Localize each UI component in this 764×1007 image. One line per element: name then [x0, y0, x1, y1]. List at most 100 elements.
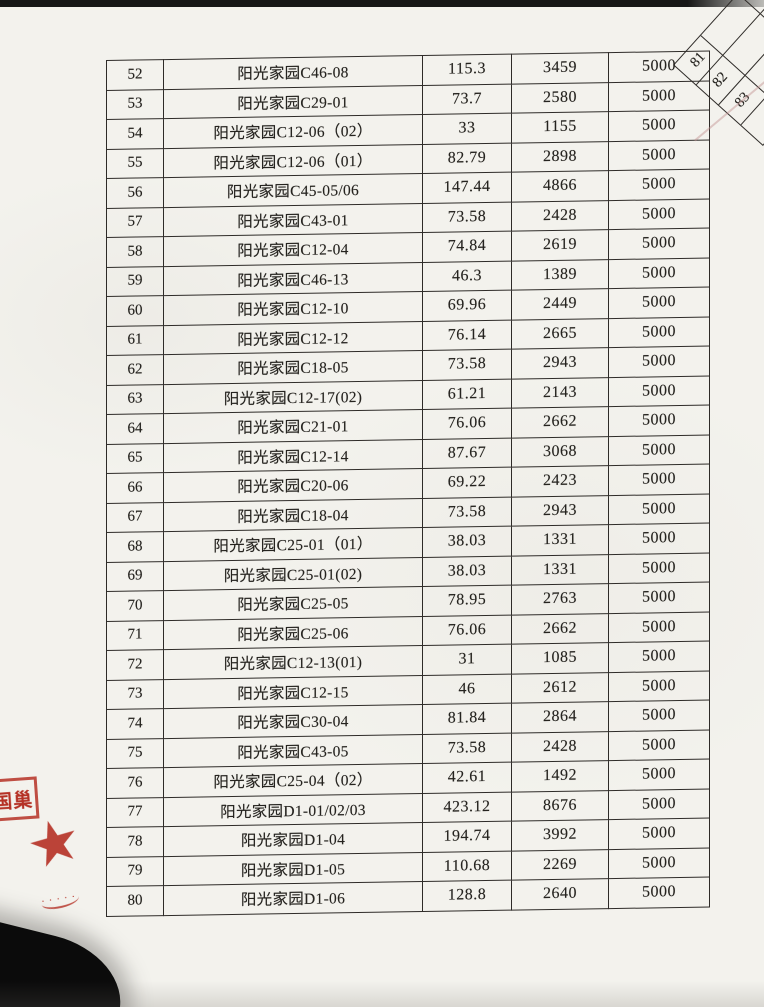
cell-value: 3068 — [511, 436, 609, 468]
cell-unit-name: 阳光家园C12-14 — [163, 439, 423, 473]
cell-value: 2640 — [511, 878, 609, 910]
cell-value: 2662 — [511, 406, 609, 438]
cell-unit-name: 阳光家园C25-05 — [163, 586, 423, 621]
cell-unit-name: 阳光家园C25-01（01） — [163, 527, 423, 562]
cell-area: 76.06 — [422, 614, 512, 646]
cell-row-number: 62 — [106, 354, 164, 385]
cell-value: 4866 — [511, 170, 609, 202]
cell-value: 1389 — [511, 259, 609, 291]
cell-area: 33 — [422, 113, 512, 145]
cell-value: 2269 — [511, 849, 609, 881]
star-icon: ★ — [18, 802, 90, 885]
cell-amount: 5000 — [608, 80, 710, 112]
cell-amount: 5000 — [608, 611, 710, 643]
cell-area: 38.03 — [422, 526, 512, 558]
cell-row-number: 74 — [106, 708, 164, 739]
cell-area: 38.03 — [422, 555, 512, 587]
cell-unit-name: 阳光家园C29-01 — [163, 85, 423, 119]
unit-list-table: 52 阳光家园C46-08 115.3 3459 5000 53 阳光家园C29… — [106, 51, 710, 917]
cell-amount: 5000 — [608, 759, 710, 791]
cell-unit-name: 阳光家园C46-13 — [163, 262, 423, 296]
cell-unit-name: 阳光家园C12-13(01) — [163, 645, 423, 680]
cell-row-number: 55 — [106, 148, 164, 179]
cell-amount: 5000 — [608, 346, 710, 378]
cell-area: 73.58 — [422, 201, 512, 233]
cell-value: 2665 — [511, 318, 609, 350]
cell-area: 61.21 — [422, 378, 512, 410]
cell-unit-name: 阳光家园C12-15 — [163, 675, 423, 709]
cell-area: 42.61 — [422, 762, 512, 794]
cell-area: 69.96 — [422, 290, 512, 322]
cell-amount: 5000 — [608, 523, 710, 555]
stamp-characters: 国巢 — [0, 788, 34, 813]
cell-row-number: 66 — [106, 472, 164, 503]
cell-unit-name: 阳光家园C12-04 — [163, 232, 423, 267]
cell-amount: 5000 — [608, 375, 710, 407]
cell-row-number: 73 — [106, 679, 164, 710]
cell-row-number: 70 — [106, 590, 164, 621]
cell-value: 2580 — [511, 82, 609, 114]
cell-row-number: 52 — [106, 59, 164, 90]
cell-area: 110.68 — [422, 850, 512, 882]
cell-row-number: 68 — [106, 531, 164, 562]
cell-unit-name: 阳光家园C12-06（01） — [163, 144, 423, 178]
cell-value: 2619 — [511, 229, 609, 261]
cell-value: 1155 — [511, 111, 609, 143]
cell-unit-name: 阳光家园C30-04 — [163, 704, 423, 739]
cell-amount: 5000 — [608, 405, 710, 437]
cell-unit-name: 阳光家园C18-05 — [163, 350, 423, 385]
cell-value: 3459 — [511, 52, 609, 84]
cell-area: 31 — [422, 644, 512, 676]
cell-unit-name: 阳光家园D1-04 — [163, 822, 423, 857]
cell-area: 76.06 — [422, 408, 512, 440]
cell-area: 78.95 — [422, 585, 512, 617]
cell-row-number: 60 — [106, 295, 164, 326]
cell-amount: 5000 — [608, 700, 710, 732]
cell-value: 2449 — [511, 288, 609, 320]
cell-area: 73.58 — [422, 496, 512, 528]
cell-amount: 5000 — [608, 847, 710, 879]
cell-value: 8676 — [511, 790, 609, 822]
cell-area: 69.22 — [422, 467, 512, 499]
cell-unit-name: 阳光家园C21-01 — [163, 409, 423, 444]
cell-unit-name: 阳光家园C12-10 — [163, 291, 423, 326]
cell-area: 147.44 — [422, 172, 512, 204]
cell-amount: 5000 — [608, 582, 710, 614]
cell-value: 1085 — [511, 642, 609, 674]
cell-area: 115.3 — [422, 54, 512, 86]
cell-area: 46 — [422, 673, 512, 705]
cell-amount: 5000 — [608, 287, 710, 319]
cell-amount: 5000 — [608, 552, 710, 584]
cell-area: 194.74 — [422, 821, 512, 853]
cell-unit-name: 阳光家园C20-06 — [163, 468, 423, 503]
cell-area: 74.84 — [422, 231, 512, 263]
cell-value: 1331 — [511, 554, 609, 586]
cell-amount: 5000 — [608, 434, 710, 466]
cell-row-number: 53 — [106, 89, 164, 120]
cell-area: 73.58 — [422, 732, 512, 764]
cell-row-number: 65 — [106, 443, 164, 474]
cell-row-number: 72 — [106, 649, 164, 680]
cell-area: 81.84 — [422, 703, 512, 735]
cell-unit-name: 阳光家园C45-05/06 — [163, 173, 423, 208]
cell-row-number: 64 — [106, 413, 164, 444]
cell-unit-name: 阳光家园C43-01 — [163, 203, 423, 237]
cell-row-number: 59 — [106, 266, 164, 297]
cell-unit-name: 阳光家园C12-06（02） — [163, 114, 423, 149]
cell-area: 87.67 — [422, 437, 512, 469]
cell-amount: 5000 — [608, 788, 710, 820]
cell-unit-name: 阳光家园D1-01/02/03 — [163, 793, 423, 827]
cell-unit-name: 阳光家园C25-04（02） — [163, 763, 423, 798]
cell-value: 2428 — [511, 200, 609, 232]
cell-value: 2612 — [511, 672, 609, 704]
stamp-script-text: ····· — [40, 890, 81, 911]
cell-value: 1492 — [511, 760, 609, 792]
cell-amount: 5000 — [608, 641, 710, 673]
cell-amount: 5000 — [608, 670, 710, 702]
cell-area: 76.14 — [422, 319, 512, 351]
cell-unit-name: 阳光家园C43-05 — [163, 734, 423, 768]
cell-area: 423.12 — [422, 791, 512, 823]
scan-shadow-bottom — [0, 981, 764, 1007]
cell-row-number: 69 — [106, 561, 164, 592]
